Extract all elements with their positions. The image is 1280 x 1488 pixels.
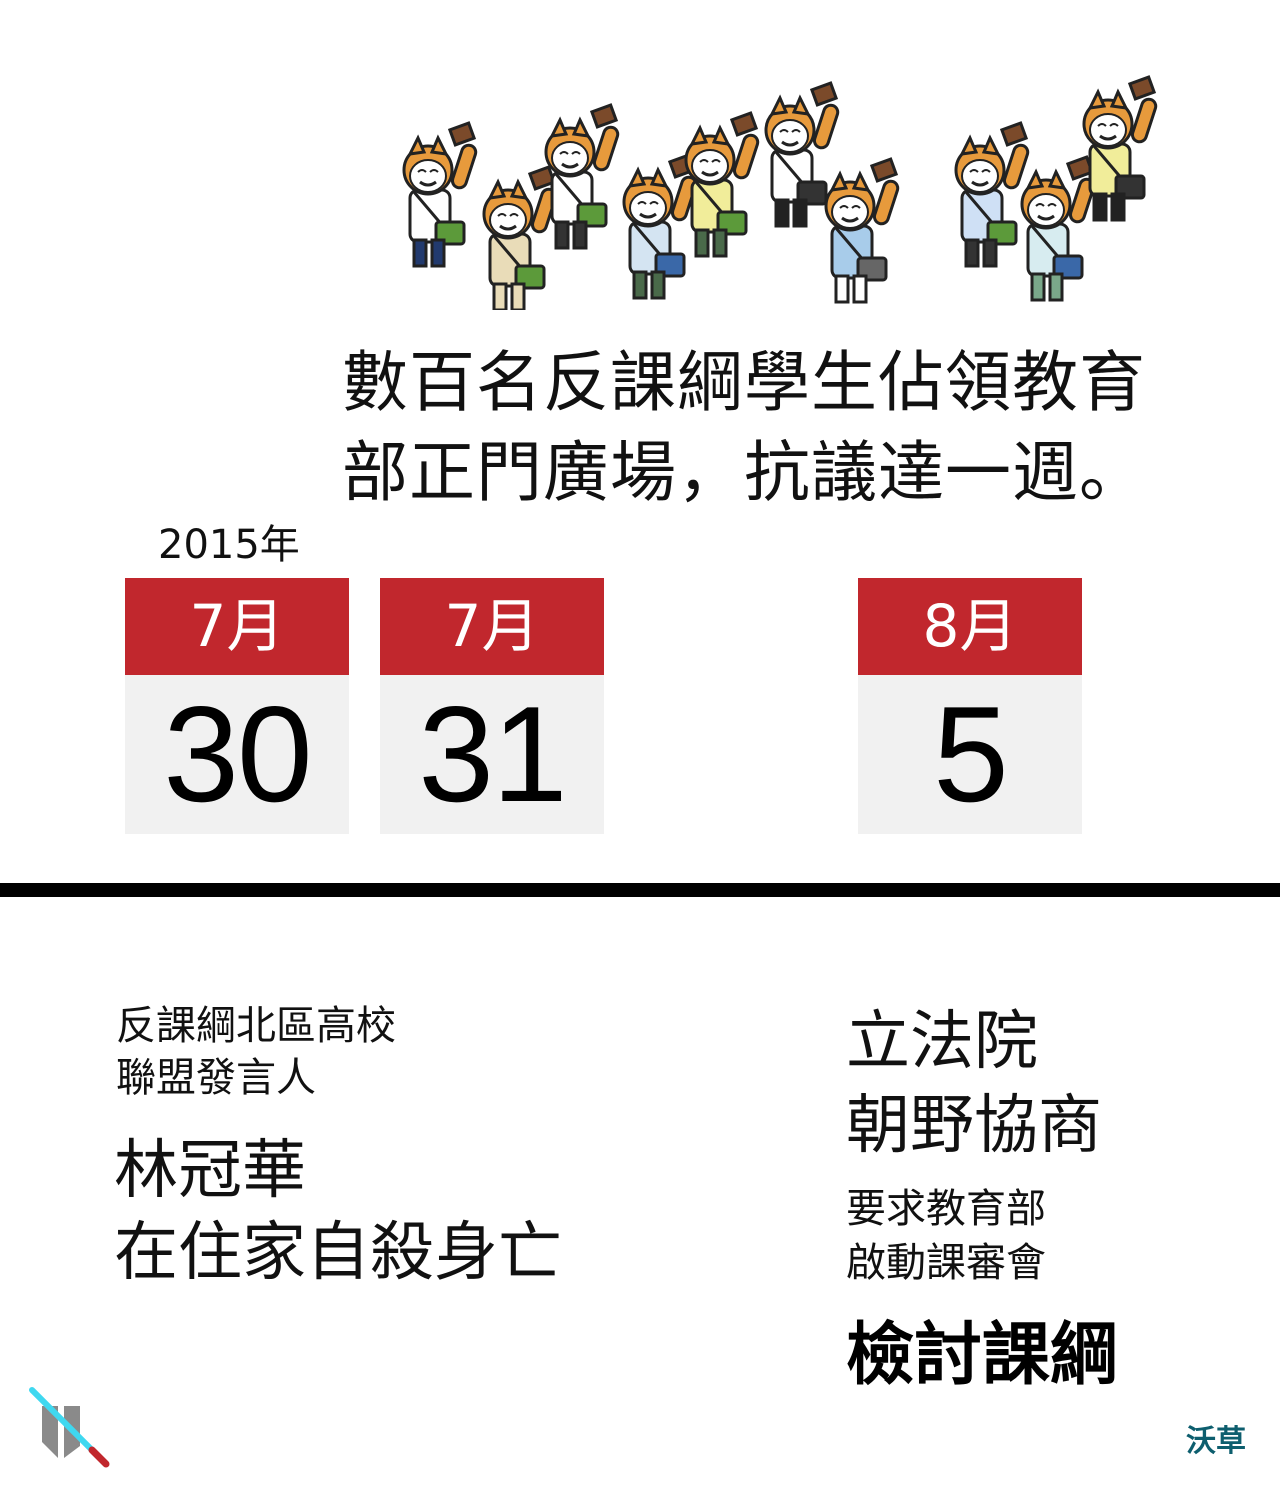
- protesters-illustration: [402, 75, 1160, 310]
- spokesperson-event: 林冠華 在住家自殺身亡: [114, 1130, 562, 1294]
- calendar-month: 7月: [125, 578, 349, 675]
- role-line-1: 反課綱北區高校: [116, 1003, 396, 1049]
- calendar-day: 5: [858, 675, 1082, 834]
- year-label: 2015年: [158, 522, 300, 568]
- event-line-1: 林冠華: [114, 1134, 306, 1208]
- spokesperson-role: 反課綱北區高校 聯盟發言人: [116, 1000, 396, 1104]
- headline: 數百名反課綱學生佔領教育 部正門廣場，抗議達一週。: [342, 338, 1242, 518]
- lightsaber-logo-icon: [29, 1387, 110, 1468]
- section-divider: [0, 883, 1280, 897]
- calendar-month: 7月: [380, 578, 604, 675]
- request-line-2: 啟動課審會: [846, 1240, 1046, 1286]
- calendar-day: 30: [125, 675, 349, 834]
- legislature-request: 要求教育部 啟動課審會: [846, 1182, 1046, 1290]
- calendar-card-aug-5: 8月 5: [858, 578, 1082, 834]
- headline-line-1: 數百名反課綱學生佔領教育: [342, 344, 1146, 421]
- calendar-day: 31: [380, 675, 604, 834]
- legislature-line-1: 立法院: [846, 1005, 1038, 1079]
- calendar-card-jul-31: 7月 31: [380, 578, 604, 834]
- review-curriculum-text: 檢討課綱: [846, 1316, 1119, 1395]
- role-line-2: 聯盟發言人: [116, 1055, 316, 1101]
- calendar-card-jul-30: 7月 30: [125, 578, 349, 834]
- event-line-2: 在住家自殺身亡: [114, 1216, 562, 1290]
- headline-line-2: 部正門廣場，抗議達一週。: [342, 434, 1146, 511]
- brand-logo-text: 沃草: [1186, 1424, 1246, 1459]
- calendar-month: 8月: [858, 578, 1082, 675]
- legislature-heading: 立法院 朝野協商: [846, 1000, 1102, 1168]
- request-line-1: 要求教育部: [846, 1186, 1046, 1232]
- legislature-line-2: 朝野協商: [846, 1089, 1102, 1163]
